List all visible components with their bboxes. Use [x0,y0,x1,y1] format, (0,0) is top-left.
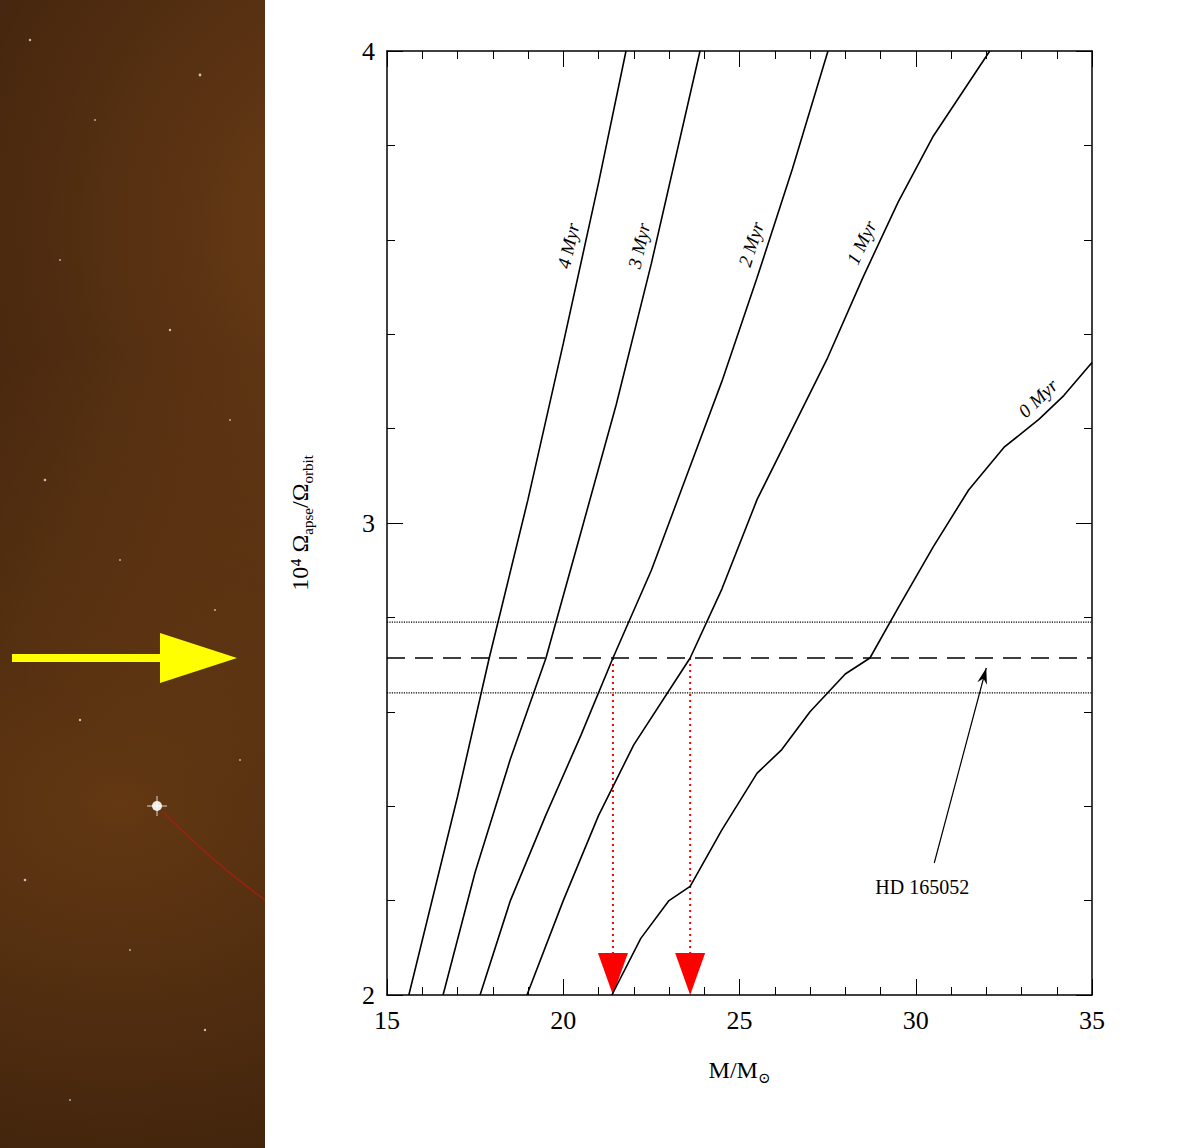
svg-text:20: 20 [550,1006,576,1035]
svg-text:15: 15 [374,1006,400,1035]
svg-text:⊙: ⊙ [758,1070,771,1086]
svg-text:3 Myr: 3 Myr [623,220,654,271]
svg-text:3: 3 [362,509,375,538]
svg-text:4 Myr: 4 Myr [553,221,584,271]
svg-text:2 Myr: 2 Myr [734,219,768,270]
svg-text:10⁴ Ω: 10⁴ Ω [287,535,313,591]
svg-text:HD 165052: HD 165052 [875,876,969,898]
svg-text:apse: apse [300,508,316,535]
svg-text:M/M: M/M [709,1057,758,1083]
svg-text:30: 30 [903,1006,929,1035]
svg-text:35: 35 [1079,1006,1105,1035]
svg-text:1 Myr: 1 Myr [842,217,881,268]
svg-text:0 Myr: 0 Myr [1014,374,1062,421]
svg-text:/Ω: /Ω [287,483,313,508]
svg-text:orbit: orbit [300,454,316,483]
svg-text:25: 25 [727,1006,753,1035]
svg-text:4: 4 [362,37,375,66]
svg-text:2: 2 [362,980,375,1010]
